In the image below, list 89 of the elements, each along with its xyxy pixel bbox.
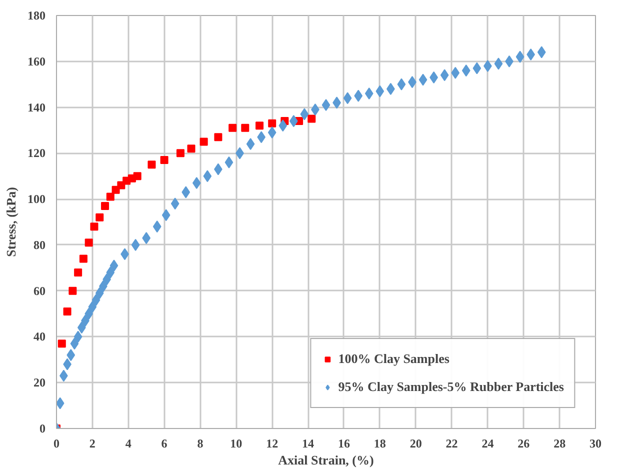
point <box>376 85 384 98</box>
point <box>451 66 460 79</box>
point <box>214 133 222 142</box>
point <box>162 209 170 222</box>
point <box>200 138 208 146</box>
point <box>300 108 309 120</box>
y-tick-label: 180 <box>28 8 46 22</box>
point <box>160 156 168 164</box>
point <box>268 126 276 139</box>
point <box>182 186 190 198</box>
point <box>241 124 250 132</box>
x-tick-label: 2 <box>89 436 96 450</box>
y-tick-label: 0 <box>40 422 46 436</box>
point <box>63 307 72 316</box>
point <box>110 260 118 272</box>
y-tick-label: 100 <box>28 192 46 206</box>
point <box>106 192 114 201</box>
point <box>90 222 98 231</box>
point <box>268 119 276 128</box>
point <box>101 202 110 210</box>
y-tick-label: 140 <box>28 100 46 114</box>
point <box>440 69 449 82</box>
point <box>58 340 66 348</box>
point <box>74 268 82 276</box>
point <box>516 50 524 63</box>
x-tick-label: 6 <box>161 436 168 450</box>
point <box>537 46 546 58</box>
x-tick-label: 28 <box>554 436 566 450</box>
x-tick-label: 14 <box>302 436 314 450</box>
point <box>462 64 470 77</box>
x-tick-label: 26 <box>518 436 530 450</box>
legend-label: 100% Clay Samples <box>338 351 450 367</box>
point <box>68 286 77 295</box>
point <box>70 338 79 350</box>
point <box>228 124 237 132</box>
x-tick-label: 12 <box>266 436 278 450</box>
point <box>170 198 180 210</box>
y-tick-label: 20 <box>34 376 46 390</box>
point <box>74 330 82 343</box>
point <box>131 238 140 251</box>
point <box>418 74 428 86</box>
point <box>66 349 76 362</box>
x-tick-label: 8 <box>197 436 204 450</box>
point <box>92 294 100 306</box>
point <box>148 160 156 169</box>
point <box>106 266 115 278</box>
point <box>133 172 142 180</box>
point <box>88 300 97 313</box>
point <box>224 156 234 168</box>
point <box>354 90 363 102</box>
point <box>84 308 94 320</box>
point <box>494 58 503 70</box>
y-tick-label: 120 <box>28 146 46 160</box>
x-tick-label: 4 <box>125 436 132 450</box>
x-tick-label: 16 <box>338 436 350 450</box>
point <box>256 122 264 130</box>
point <box>79 254 88 263</box>
y-tick-label: 160 <box>28 54 46 68</box>
x-tick-label: 30 <box>590 436 602 450</box>
y-tick-label: 40 <box>34 330 46 344</box>
legend-label: 95% Clay Samples-5% Rubber Particles <box>338 379 564 395</box>
point <box>96 213 104 222</box>
y-tick-label: 80 <box>34 238 46 252</box>
point <box>246 138 255 150</box>
point <box>364 88 374 100</box>
x-tick-label: 20 <box>410 436 422 450</box>
point <box>278 120 288 132</box>
x-tick-label: 0 <box>54 436 60 450</box>
point <box>322 98 330 111</box>
x-tick-label: 24 <box>482 436 494 450</box>
x-axis-title: Axial Strain, (%) <box>278 452 374 468</box>
point <box>176 149 184 158</box>
point <box>472 62 482 74</box>
point <box>95 287 104 300</box>
y-axis-title: Stress, (kPa) <box>4 187 18 257</box>
x-tick-label: 10 <box>230 436 242 450</box>
point <box>152 220 162 233</box>
point <box>308 114 316 123</box>
x-tick-label: 18 <box>374 436 386 450</box>
y-tick-label: 60 <box>34 284 46 298</box>
point <box>289 115 298 128</box>
point <box>84 238 93 247</box>
point <box>397 78 406 90</box>
point <box>77 322 86 334</box>
point <box>187 144 196 153</box>
x-tick-label: 22 <box>446 436 458 450</box>
point <box>343 92 352 104</box>
point <box>203 170 212 182</box>
point <box>192 176 201 189</box>
